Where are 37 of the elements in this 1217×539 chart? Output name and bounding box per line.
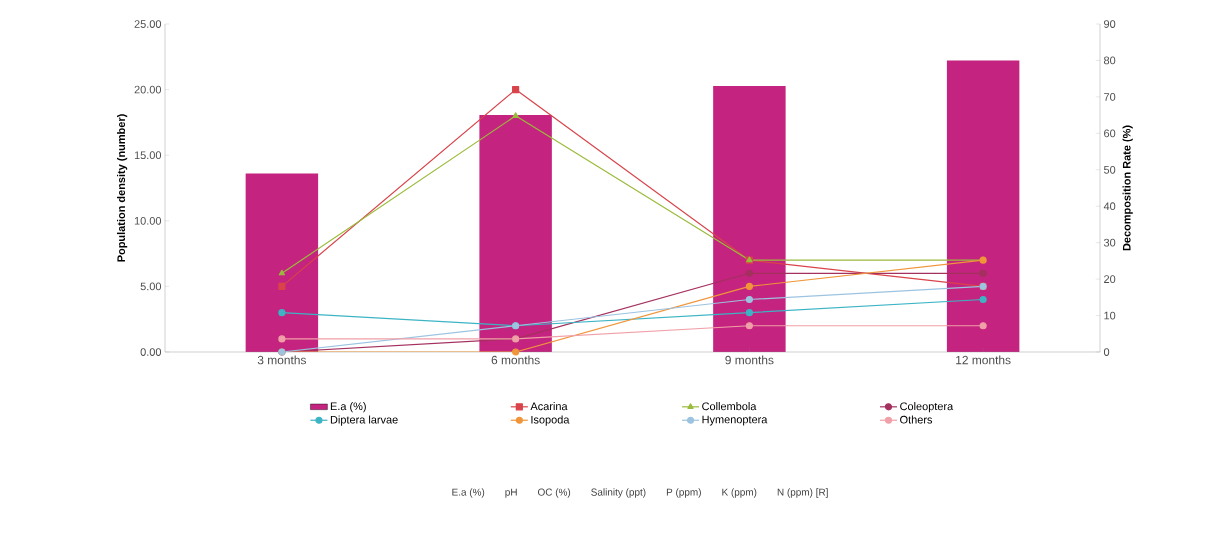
text: N (ppm) [R] [777,488,828,498]
text: E.a (%) [452,488,485,498]
y2-tick-label: 40 [1103,202,1116,211]
y2-tick-label: 50 [1103,165,1116,174]
y2-tick-label: 90 [1104,20,1116,28]
y-tick-label: 5.00 [140,282,162,291]
legend-label: Others [900,415,933,424]
x-tick-label: 6 months [491,355,540,365]
x-tick-label: 3 months [257,355,307,365]
y2-tick-label: 10 [1104,311,1116,320]
text: Salinity (ppt) [591,488,646,498]
y-tick-label: 15.00 [134,151,162,160]
legend-label: Hymenoptera [702,415,768,426]
y2-axis-title: Decomposition Rate (%) [1122,125,1133,251]
legend-label: Diptera larvae [330,415,398,426]
text: P (ppm) [666,488,701,498]
legend-label: Isopoda [531,415,570,426]
y-tick-label: 20.00 [134,85,162,94]
text: pH [505,488,517,498]
y2-tick-label: 0 [1103,348,1110,356]
legend-label: E.a (%) [330,402,366,413]
y2-tick-label: 20 [1104,275,1116,283]
y-tick-label: 0.00 [140,348,162,356]
x-tick-label: 12 months [956,355,1011,365]
y-axis-title: Population density (number) [117,114,128,262]
y2-tick-label: 30 [1103,238,1116,247]
y-tick-label: 10.00 [134,216,162,225]
y2-tick-label: 80 [1104,56,1116,65]
text: K (ppm) [722,488,757,498]
legend-label: Collembola [702,402,757,411]
y2-tick-label: 60 [1104,129,1116,138]
x-tick-label: 9 months [725,355,774,365]
y-tick-label: 25.00 [134,20,162,28]
text: OC (%) [538,488,571,498]
legend-label: Acarina [530,402,568,411]
legend-label: Coleoptera [900,402,954,413]
y2-tick-label: 70 [1104,93,1116,101]
